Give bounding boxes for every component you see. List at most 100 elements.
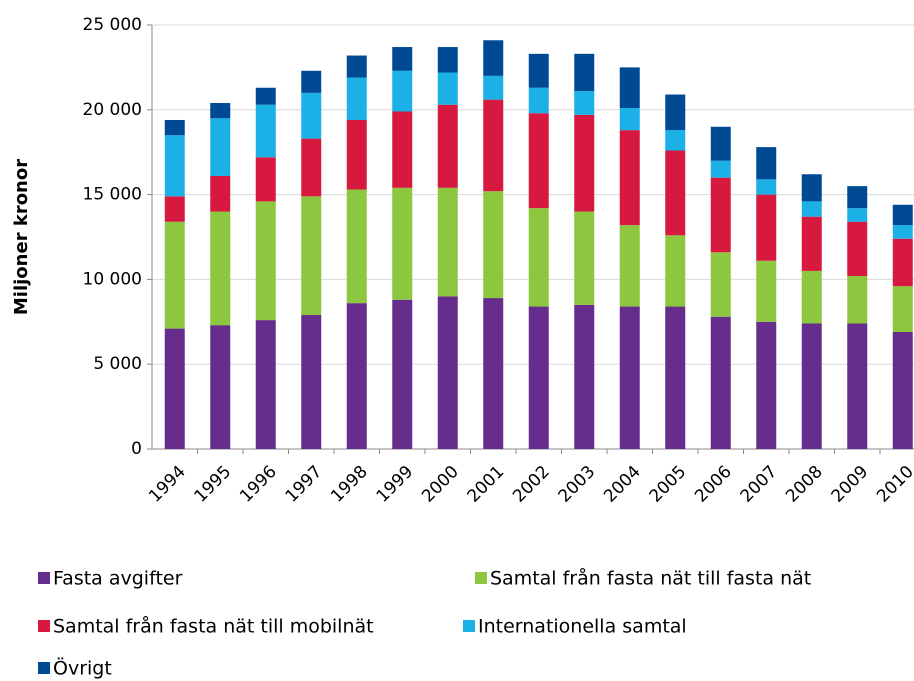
bar-segment	[892, 238, 913, 287]
bar-segment	[619, 225, 640, 307]
legend-swatch	[38, 662, 50, 674]
x-tick-label: 1997	[282, 462, 327, 507]
bar-segment	[483, 298, 504, 449]
bar-segment	[665, 150, 686, 236]
bar-segment	[574, 114, 595, 212]
bar-segment	[255, 157, 276, 202]
bar-segment	[756, 260, 777, 322]
bar-segment	[164, 328, 185, 449]
legend-label: Fasta avgifter	[53, 568, 183, 590]
bar-segment	[483, 75, 504, 100]
legend-label: Övrigt	[53, 657, 112, 680]
bar-segment	[301, 70, 322, 93]
bar-segment	[210, 211, 231, 326]
y-tick-label: 15 000	[83, 185, 142, 205]
bar-segment	[619, 130, 640, 226]
bar-segment	[801, 270, 822, 324]
bar-segment	[301, 196, 322, 316]
bar-segment	[437, 187, 458, 297]
bar-segment	[301, 138, 322, 197]
bar-segment	[392, 47, 413, 71]
x-tick-label: 2003	[555, 462, 600, 507]
bar-segment	[255, 201, 276, 321]
bar-segment	[710, 252, 731, 317]
bar-segment	[847, 208, 868, 222]
bar-segment	[801, 216, 822, 271]
x-tick-label: 2004	[600, 462, 645, 507]
bar-segment	[301, 92, 322, 139]
x-tick-label: 2008	[782, 462, 827, 507]
bar-segment	[483, 40, 504, 76]
bar-segment	[574, 304, 595, 449]
bar-segment	[847, 186, 868, 209]
y-tick-label: 5 000	[93, 354, 142, 374]
bar-segment	[574, 211, 595, 305]
y-tick-label: 25 000	[83, 15, 142, 35]
legend-swatch	[38, 572, 50, 584]
x-tick-label: 2001	[464, 462, 509, 507]
bar-segment	[710, 160, 731, 178]
bar-segment	[756, 321, 777, 449]
legend-swatch	[475, 572, 487, 584]
bar-segment	[164, 119, 185, 136]
bar-segment	[892, 331, 913, 449]
x-tick-label: 2000	[418, 462, 463, 507]
x-tick-label: 2006	[691, 462, 736, 507]
x-tick-label: 1999	[373, 462, 418, 507]
bar-segment	[847, 323, 868, 449]
bar-segment	[665, 306, 686, 449]
bar-segment	[847, 276, 868, 324]
bar-segment	[528, 87, 549, 114]
legend-swatch	[38, 620, 50, 632]
bar-segment	[437, 296, 458, 449]
bar-segment	[346, 189, 367, 304]
bar-segment	[528, 208, 549, 307]
x-tick-label: 1994	[145, 462, 190, 507]
bar-segment	[528, 113, 549, 209]
y-tick-label: 0	[131, 439, 142, 459]
y-tick-label: 20 000	[83, 100, 142, 120]
bar-segment	[255, 87, 276, 105]
bar-segment	[892, 204, 913, 226]
bar-segment	[756, 147, 777, 180]
bar-segment	[346, 303, 367, 449]
legend-label: Samtal från fasta nät till fasta nät	[490, 567, 811, 590]
bar-segment	[346, 55, 367, 78]
bar-segment	[619, 67, 640, 109]
legend-swatch	[463, 620, 475, 632]
x-tick-label: 2007	[737, 462, 782, 507]
bar-segment	[392, 70, 413, 112]
bar-segment	[665, 130, 686, 151]
bar-segment	[255, 320, 276, 449]
bar-segment	[210, 103, 231, 119]
bar-segment	[801, 323, 822, 449]
bar-segment	[346, 77, 367, 120]
bar-segment	[528, 53, 549, 88]
bar-segment	[574, 53, 595, 92]
bar-segment	[392, 299, 413, 449]
bar-segment	[619, 108, 640, 131]
x-tick-label: 1995	[191, 462, 236, 507]
bar-segment	[210, 118, 231, 176]
bar-segment	[710, 126, 731, 161]
bar-segment	[437, 72, 458, 105]
y-tick-label: 10 000	[83, 269, 142, 289]
bar-segment	[665, 94, 686, 131]
x-tick-label: 1996	[236, 462, 281, 507]
x-tick-label: 2010	[873, 462, 914, 507]
bar-segment	[164, 135, 185, 197]
x-tick-label: 1998	[327, 462, 372, 507]
legend-label: Internationella samtal	[478, 616, 687, 638]
bar-segment	[756, 194, 777, 261]
bar-segment	[437, 104, 458, 188]
bar-segment	[210, 325, 231, 449]
bar-segment	[801, 174, 822, 202]
bar-segment	[528, 306, 549, 449]
bar-segment	[392, 111, 413, 188]
bar-segment	[710, 316, 731, 449]
bar-segment	[301, 315, 322, 449]
bar-segment	[164, 221, 185, 329]
bar-segment	[437, 47, 458, 73]
